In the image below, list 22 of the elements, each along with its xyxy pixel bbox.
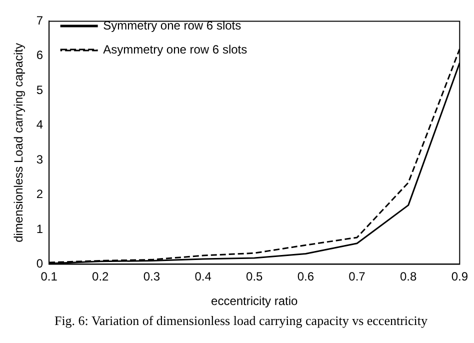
y-tick-label: 3: [36, 152, 44, 166]
y-tick-label: 0: [36, 256, 44, 271]
y-tick-label: 1: [36, 222, 44, 236]
y-tick-label: 5: [36, 82, 44, 97]
y-axis-title: dimensionless Load carrying capacity: [12, 42, 26, 242]
y-tick-label: 7: [36, 14, 44, 28]
legend-label: Symmetry one row 6 slots: [103, 18, 242, 32]
x-tick-label: 0.2: [92, 270, 110, 284]
x-tick-label: 0.5: [246, 270, 264, 284]
x-tick-label: 0.4: [194, 270, 212, 284]
legend-label: Asymmetry one row 6 slots: [103, 42, 248, 56]
y-tick-label: 4: [36, 118, 44, 132]
x-tick-label: 0.3: [143, 270, 160, 284]
x-tick-label: 0.9: [451, 270, 468, 284]
x-axis-title: eccentricity ratio: [211, 294, 298, 308]
x-tick-label: 0.6: [297, 270, 314, 284]
x-tick-label: 0.7: [348, 270, 366, 284]
x-tick-label: 0.1: [40, 270, 58, 284]
y-tick-label: 2: [36, 187, 44, 202]
y-tick-label: 6: [36, 48, 44, 62]
caption: Fig. 6: Variation of dimensionless load carrying capacity vs eccentricity: [53, 313, 429, 329]
x-tick-label: 0.8: [400, 270, 417, 284]
